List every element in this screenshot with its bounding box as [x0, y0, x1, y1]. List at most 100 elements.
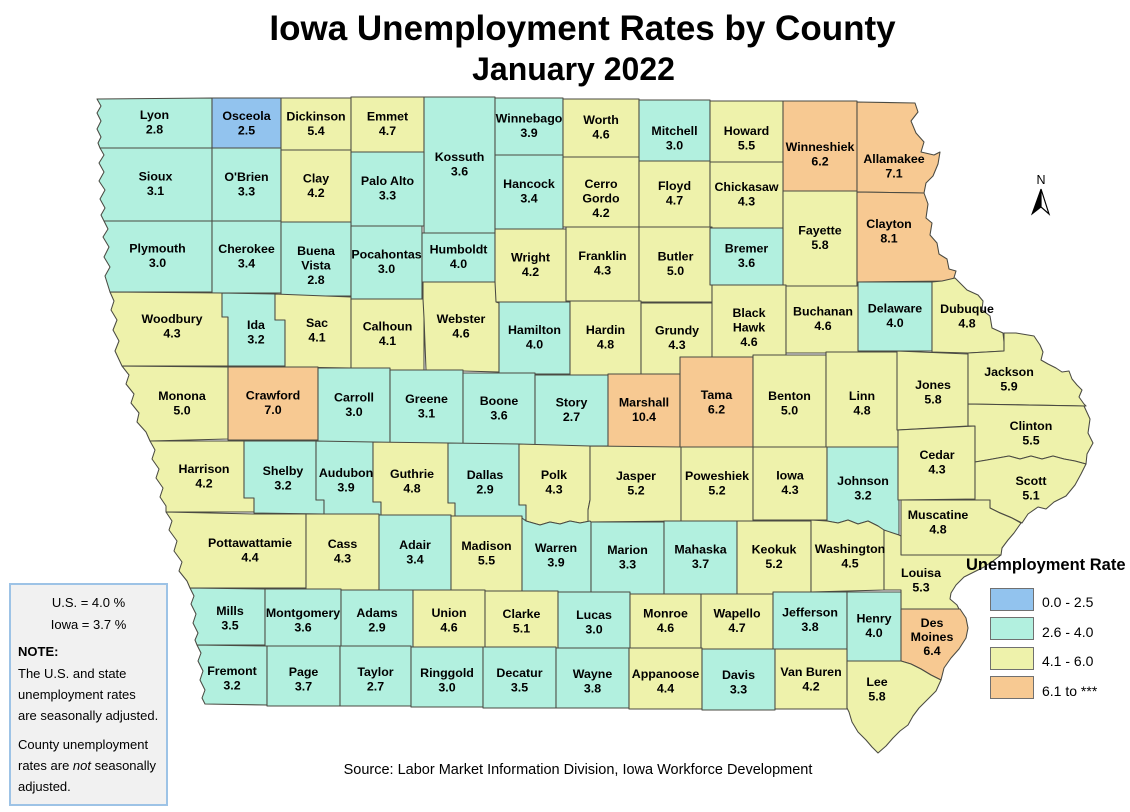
svg-text:Hardin: Hardin	[586, 323, 625, 337]
svg-text:Mitchell: Mitchell	[651, 124, 697, 138]
svg-text:10.4: 10.4	[632, 410, 656, 424]
svg-text:Union: Union	[431, 606, 466, 620]
svg-text:4.0: 4.0	[450, 257, 467, 271]
svg-text:Lee: Lee	[866, 675, 887, 689]
svg-text:Decatur: Decatur	[496, 666, 542, 680]
svg-text:Linn: Linn	[849, 389, 875, 403]
svg-text:Warren: Warren	[535, 541, 577, 555]
svg-text:3.4: 3.4	[520, 192, 537, 206]
svg-text:4.0: 4.0	[865, 626, 882, 640]
svg-text:5.1: 5.1	[1022, 489, 1039, 503]
svg-text:4.3: 4.3	[738, 195, 755, 209]
svg-text:3.7: 3.7	[295, 680, 312, 694]
svg-text:4.8: 4.8	[853, 404, 870, 418]
svg-text:4.8: 4.8	[929, 523, 946, 537]
svg-text:3.4: 3.4	[406, 553, 423, 567]
svg-text:2.5: 2.5	[238, 124, 255, 138]
svg-text:Pocahontas: Pocahontas	[351, 248, 421, 262]
svg-text:2.9: 2.9	[476, 483, 493, 497]
svg-text:Audubon: Audubon	[319, 466, 373, 480]
svg-text:4.7: 4.7	[666, 194, 683, 208]
svg-text:Marshall: Marshall	[619, 396, 669, 410]
svg-text:3.2: 3.2	[274, 479, 291, 493]
svg-text:Moines: Moines	[911, 630, 954, 644]
svg-text:4.8: 4.8	[958, 317, 975, 331]
svg-text:Franklin: Franklin	[578, 249, 626, 263]
svg-text:5.1: 5.1	[513, 622, 530, 636]
svg-text:3.3: 3.3	[619, 558, 636, 572]
svg-text:4.6: 4.6	[657, 621, 674, 635]
svg-text:Chickasaw: Chickasaw	[714, 180, 778, 194]
svg-text:5.9: 5.9	[1000, 380, 1017, 394]
svg-text:Scott: Scott	[1016, 474, 1047, 488]
svg-text:Van Buren: Van Buren	[780, 665, 841, 679]
svg-text:Ida: Ida	[247, 318, 265, 332]
svg-text:Henry: Henry	[856, 612, 891, 626]
svg-text:Ringgold: Ringgold	[420, 666, 474, 680]
svg-text:4.7: 4.7	[379, 124, 396, 138]
svg-text:Wright: Wright	[511, 251, 550, 265]
svg-text:6.2: 6.2	[708, 403, 725, 417]
svg-text:2.7: 2.7	[367, 680, 384, 694]
svg-text:4.2: 4.2	[592, 206, 609, 220]
svg-text:5.5: 5.5	[738, 139, 755, 153]
svg-text:Sac: Sac	[306, 316, 328, 330]
svg-text:Butler: Butler	[658, 250, 694, 264]
svg-text:Worth: Worth	[583, 113, 619, 127]
svg-text:Crawford: Crawford	[246, 389, 300, 403]
svg-text:4.3: 4.3	[594, 264, 611, 278]
svg-text:Mahaska: Mahaska	[674, 543, 726, 557]
svg-text:3.6: 3.6	[738, 256, 755, 270]
svg-text:2.9: 2.9	[368, 621, 385, 635]
svg-text:Des: Des	[921, 616, 944, 630]
svg-text:2.8: 2.8	[307, 273, 324, 287]
svg-text:7.1: 7.1	[885, 167, 902, 181]
svg-text:Mills: Mills	[216, 604, 244, 618]
svg-text:4.8: 4.8	[403, 482, 420, 496]
svg-text:4.7: 4.7	[728, 621, 745, 635]
svg-text:Winnebago: Winnebago	[496, 112, 563, 126]
svg-text:Buena: Buena	[297, 244, 335, 258]
svg-text:Kossuth: Kossuth	[435, 150, 485, 164]
svg-text:3.0: 3.0	[149, 256, 166, 270]
svg-text:Pottawattamie: Pottawattamie	[208, 536, 292, 550]
svg-text:Benton: Benton	[768, 389, 811, 403]
svg-text:4.4: 4.4	[657, 682, 674, 696]
svg-text:Madison: Madison	[461, 539, 511, 553]
svg-text:3.0: 3.0	[378, 262, 395, 276]
svg-text:Buchanan: Buchanan	[793, 305, 853, 319]
svg-text:Clay: Clay	[303, 172, 329, 186]
svg-text:Johnson: Johnson	[837, 474, 889, 488]
svg-text:3.1: 3.1	[418, 407, 435, 421]
svg-text:4.2: 4.2	[802, 680, 819, 694]
svg-text:Winneshiek: Winneshiek	[786, 140, 855, 154]
svg-text:Montgomery: Montgomery	[266, 606, 340, 620]
svg-text:4.4: 4.4	[241, 551, 258, 565]
svg-text:Shelby: Shelby	[263, 464, 304, 478]
svg-text:Delaware: Delaware	[868, 302, 923, 316]
svg-text:4.6: 4.6	[740, 335, 757, 349]
svg-text:2.7: 2.7	[563, 410, 580, 424]
svg-text:5.2: 5.2	[765, 557, 782, 571]
svg-text:Washington: Washington	[815, 542, 885, 556]
svg-text:3.7: 3.7	[692, 557, 709, 571]
svg-text:Vista: Vista	[301, 259, 331, 273]
svg-text:3.0: 3.0	[438, 681, 455, 695]
svg-text:Black: Black	[732, 306, 765, 320]
svg-text:Keokuk: Keokuk	[752, 543, 797, 557]
svg-text:Taylor: Taylor	[357, 665, 393, 679]
svg-text:4.5: 4.5	[841, 557, 858, 571]
svg-text:Emmet: Emmet	[367, 110, 408, 124]
svg-text:4.6: 4.6	[452, 327, 469, 341]
svg-text:Iowa: Iowa	[776, 469, 804, 483]
svg-text:O'Brien: O'Brien	[224, 170, 268, 184]
svg-text:Grundy: Grundy	[655, 324, 699, 338]
svg-text:4.1: 4.1	[308, 331, 325, 345]
svg-text:Palo Alto: Palo Alto	[361, 174, 415, 188]
svg-text:N: N	[1036, 173, 1045, 187]
svg-text:Woodbury: Woodbury	[141, 312, 202, 326]
svg-text:4.2: 4.2	[307, 186, 324, 200]
svg-text:Guthrie: Guthrie	[390, 467, 434, 481]
svg-text:5.5: 5.5	[1022, 434, 1039, 448]
svg-text:Fremont: Fremont	[207, 664, 257, 678]
